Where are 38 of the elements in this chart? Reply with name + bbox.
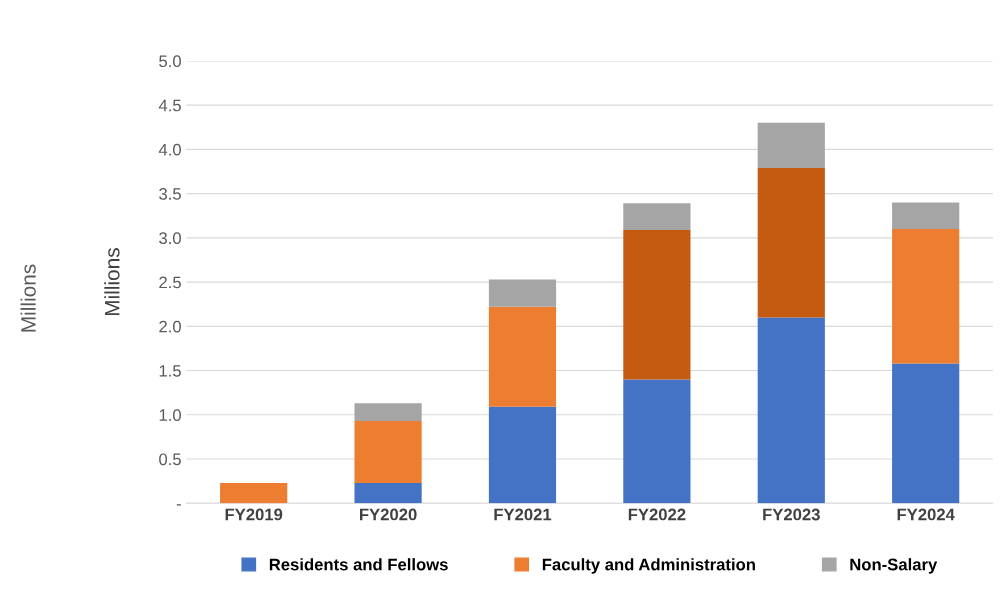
bar <box>354 403 422 421</box>
legend-label: Non-Salary <box>850 558 938 574</box>
bar <box>488 279 557 307</box>
bar <box>220 482 288 504</box>
bar <box>892 363 960 504</box>
bar <box>757 122 825 168</box>
bar <box>623 379 691 504</box>
y-tick-label: 5.0 <box>159 55 181 68</box>
legend-label: Residents and Fellows <box>269 558 448 571</box>
y-tick-label: - <box>176 504 181 506</box>
bar <box>488 306 557 407</box>
y-tick-label: 2.0 <box>159 320 181 333</box>
bar <box>757 317 825 504</box>
text: Millions <box>20 264 36 332</box>
legend-label: Faculty and Administration <box>542 558 755 574</box>
bar <box>354 482 422 504</box>
y-tick-label: 3.5 <box>159 188 181 200</box>
x-tick-label: FY2022 <box>628 508 686 521</box>
bar <box>757 167 825 318</box>
y-tick-label: 4.0 <box>158 143 181 156</box>
y-tick-label: 0.5 <box>159 453 181 466</box>
x-tick-label: FY2023 <box>763 508 820 521</box>
x-tick-label: FY2019 <box>225 508 283 521</box>
x-tick-label: FY2024 <box>897 508 955 521</box>
bar <box>488 406 557 504</box>
y-tick-label: 1.5 <box>159 365 181 377</box>
bar <box>623 203 691 230</box>
y-tick-label: 2.5 <box>159 276 181 289</box>
y-tick-label: 4.5 <box>158 99 181 112</box>
bar <box>354 420 422 483</box>
y-tick-label: 1.0 <box>159 409 181 421</box>
bar <box>892 202 960 229</box>
bar <box>892 229 960 364</box>
x-tick-label: FY2020 <box>360 508 417 521</box>
y-tick-label: 3.0 <box>159 232 181 245</box>
y-axis-title: Millions <box>104 248 120 316</box>
bar <box>623 229 691 380</box>
x-tick-label: FY2021 <box>494 508 552 521</box>
